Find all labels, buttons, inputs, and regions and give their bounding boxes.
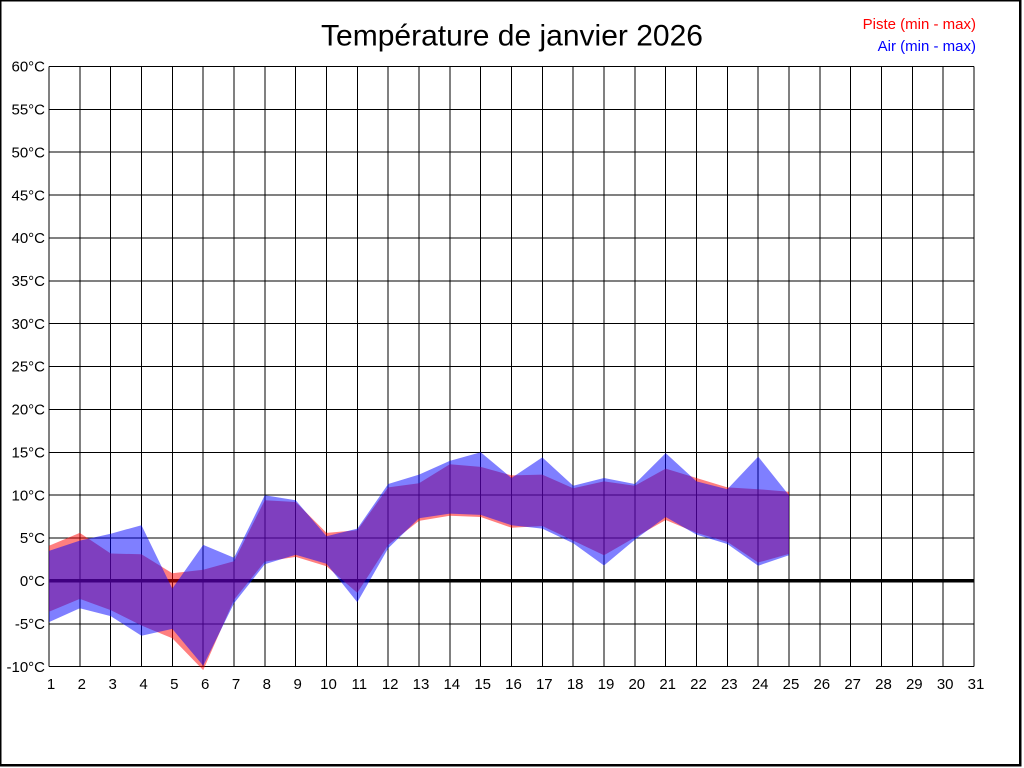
svg-text:27: 27 (844, 676, 861, 693)
svg-text:-10°C: -10°C (6, 659, 45, 676)
svg-text:6: 6 (201, 676, 209, 693)
svg-text:30: 30 (937, 676, 954, 693)
svg-text:3: 3 (109, 676, 117, 693)
svg-text:-5°C: -5°C (15, 616, 45, 633)
svg-text:31: 31 (968, 676, 985, 693)
svg-text:28: 28 (875, 676, 892, 693)
svg-text:7: 7 (232, 676, 240, 693)
svg-text:16: 16 (505, 676, 522, 693)
svg-text:50°C: 50°C (11, 144, 45, 161)
svg-text:2: 2 (78, 676, 86, 693)
svg-text:12: 12 (382, 676, 399, 693)
svg-text:10: 10 (320, 676, 337, 693)
svg-text:5°C: 5°C (20, 530, 45, 547)
svg-text:29: 29 (906, 676, 923, 693)
svg-text:14: 14 (443, 676, 460, 693)
svg-text:45°C: 45°C (11, 187, 45, 204)
svg-text:20: 20 (628, 676, 645, 693)
svg-text:35°C: 35°C (11, 273, 45, 290)
svg-text:10°C: 10°C (11, 487, 45, 504)
svg-text:22: 22 (690, 676, 707, 693)
svg-text:15: 15 (474, 676, 491, 693)
svg-text:8: 8 (263, 676, 271, 693)
svg-text:17: 17 (536, 676, 553, 693)
svg-text:24: 24 (752, 676, 769, 693)
svg-text:26: 26 (813, 676, 830, 693)
svg-text:55°C: 55°C (11, 102, 45, 119)
svg-text:23: 23 (721, 676, 738, 693)
svg-text:4: 4 (139, 676, 147, 693)
svg-text:13: 13 (413, 676, 430, 693)
svg-text:19: 19 (598, 676, 615, 693)
svg-text:Air (min - max): Air (min - max) (878, 38, 976, 55)
svg-text:9: 9 (294, 676, 302, 693)
svg-text:Température de janvier 2026: Température de janvier 2026 (321, 20, 703, 53)
svg-text:15°C: 15°C (11, 445, 45, 462)
svg-text:5: 5 (170, 676, 178, 693)
svg-text:21: 21 (659, 676, 676, 693)
svg-text:25°C: 25°C (11, 359, 45, 376)
svg-text:11: 11 (352, 676, 368, 693)
svg-text:30°C: 30°C (11, 316, 45, 333)
svg-text:18: 18 (567, 676, 584, 693)
svg-text:1: 1 (47, 676, 55, 693)
svg-text:20°C: 20°C (11, 402, 45, 419)
svg-text:60°C: 60°C (11, 59, 45, 76)
svg-text:0°C: 0°C (20, 573, 45, 590)
svg-text:Piste (min - max): Piste (min - max) (863, 16, 976, 33)
svg-text:40°C: 40°C (11, 230, 45, 247)
svg-text:25: 25 (783, 676, 800, 693)
